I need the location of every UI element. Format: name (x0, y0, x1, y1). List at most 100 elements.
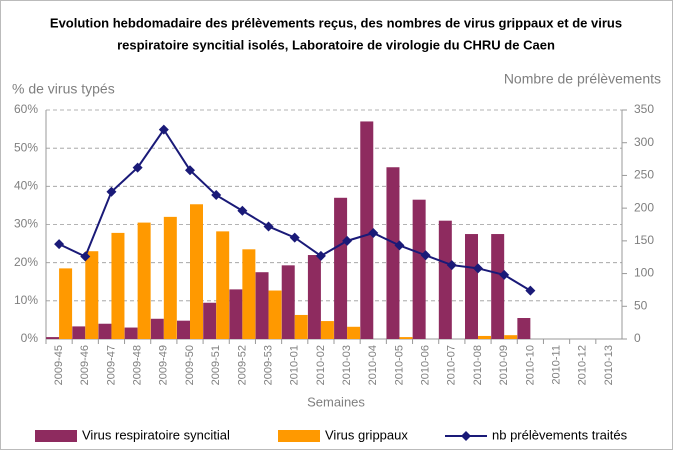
x-tick-label: 2010-02 (315, 345, 327, 385)
bar (386, 167, 400, 339)
x-tick-label: 2010-04 (367, 345, 379, 385)
y-tick-label: 60% (14, 102, 38, 116)
marker (289, 232, 300, 243)
marker (54, 239, 65, 250)
bar (412, 199, 426, 339)
y2-tick-label: 100 (634, 266, 654, 280)
x-axis-label: Semaines (307, 394, 365, 409)
y-tick-label: 20% (14, 255, 38, 269)
y-tick-label: 50% (14, 140, 38, 154)
bar (242, 249, 256, 339)
y2-tick-label: 350 (634, 102, 654, 116)
marker (525, 285, 536, 296)
x-tick-label: 2010-05 (393, 345, 405, 385)
legend-swatch (35, 430, 77, 442)
marker (315, 250, 326, 261)
marker (394, 240, 405, 251)
bar (478, 335, 491, 339)
bar (216, 231, 230, 339)
legend-label: nb prélèvements traités (492, 427, 628, 442)
x-tick-label: 2010-13 (603, 345, 615, 385)
bar (399, 337, 413, 339)
bar (438, 220, 452, 339)
marker (158, 124, 169, 135)
bar (177, 320, 190, 339)
x-tick-label: 2010-11 (550, 345, 562, 385)
x-tick-label: 2010-10 (524, 345, 536, 385)
bar (137, 222, 151, 339)
y-tick-label: 30% (14, 217, 38, 231)
y2-tick-label: 150 (634, 233, 654, 247)
y-tick-label: 40% (14, 179, 38, 193)
bar (347, 326, 361, 339)
bar (124, 327, 138, 339)
x-tick-label: 2010-01 (289, 345, 301, 385)
x-tick-label: 2009-50 (184, 345, 196, 385)
chart-title: respiratoire syncitial isolés, Laboratoi… (117, 37, 555, 52)
marker (420, 250, 431, 261)
x-tick-label: 2009-46 (79, 345, 91, 385)
bar (334, 197, 348, 339)
x-tick-label: 2010-07 (446, 345, 458, 385)
marker (473, 263, 483, 274)
y2-tick-label: 50 (634, 298, 648, 312)
bar (229, 289, 243, 339)
bar (72, 326, 86, 339)
x-tick-label: 2010-08 (472, 345, 484, 385)
bar (320, 321, 334, 339)
x-tick-label: 2009-47 (105, 345, 117, 385)
y2-tick-label: 200 (634, 200, 654, 214)
y2-tick-label: 250 (634, 168, 654, 182)
bar (294, 314, 308, 339)
bar (360, 121, 374, 339)
bar (85, 251, 99, 339)
x-tick-label: 2009-48 (132, 345, 144, 385)
x-tick-label: 2009-45 (53, 345, 65, 385)
marker (132, 162, 143, 173)
bar (517, 318, 531, 339)
x-tick-label: 2010-12 (577, 345, 589, 385)
bar (203, 302, 217, 339)
bar (268, 290, 282, 339)
x-tick-label: 2009-49 (158, 345, 170, 385)
bar (307, 255, 321, 339)
legend-swatch (278, 430, 320, 442)
x-tick-label: 2009-53 (262, 345, 274, 385)
marker (106, 186, 117, 197)
y2-tick-label: 0 (634, 331, 641, 345)
bar (281, 265, 295, 339)
bar (465, 234, 478, 339)
y-axis-label: % de virus typés (12, 81, 115, 97)
bar (111, 232, 125, 339)
x-tick-label: 2009-51 (210, 345, 222, 385)
legend-label: Virus grippaux (325, 427, 408, 442)
x-tick-label: 2010-03 (341, 345, 353, 385)
bar (59, 268, 73, 339)
bar (163, 216, 177, 339)
bar (491, 234, 505, 339)
bar (190, 204, 203, 339)
marker (368, 228, 379, 239)
x-tick-label: 2009-52 (236, 345, 248, 385)
y2-tick-label: 300 (634, 135, 654, 149)
legend-swatch (461, 431, 471, 441)
y-tick-label: 0% (21, 331, 39, 345)
marker (237, 205, 248, 216)
y2-axis-label: Nombre de prélèvements (504, 71, 661, 87)
marker (446, 260, 457, 271)
x-tick-label: 2010-06 (420, 345, 432, 385)
chart-title: Evolution hebdomadaire des prélèvements … (50, 15, 622, 30)
y-tick-label: 10% (14, 293, 38, 307)
bar (150, 318, 164, 339)
x-tick-label: 2010-09 (498, 345, 510, 385)
bar (504, 335, 518, 339)
marker (263, 221, 274, 232)
bar (98, 323, 112, 339)
marker (342, 235, 353, 246)
bar (255, 272, 269, 339)
bar (46, 337, 60, 339)
legend-label: Virus respiratoire syncitial (82, 427, 230, 442)
marker (211, 190, 222, 201)
marker (499, 269, 510, 280)
